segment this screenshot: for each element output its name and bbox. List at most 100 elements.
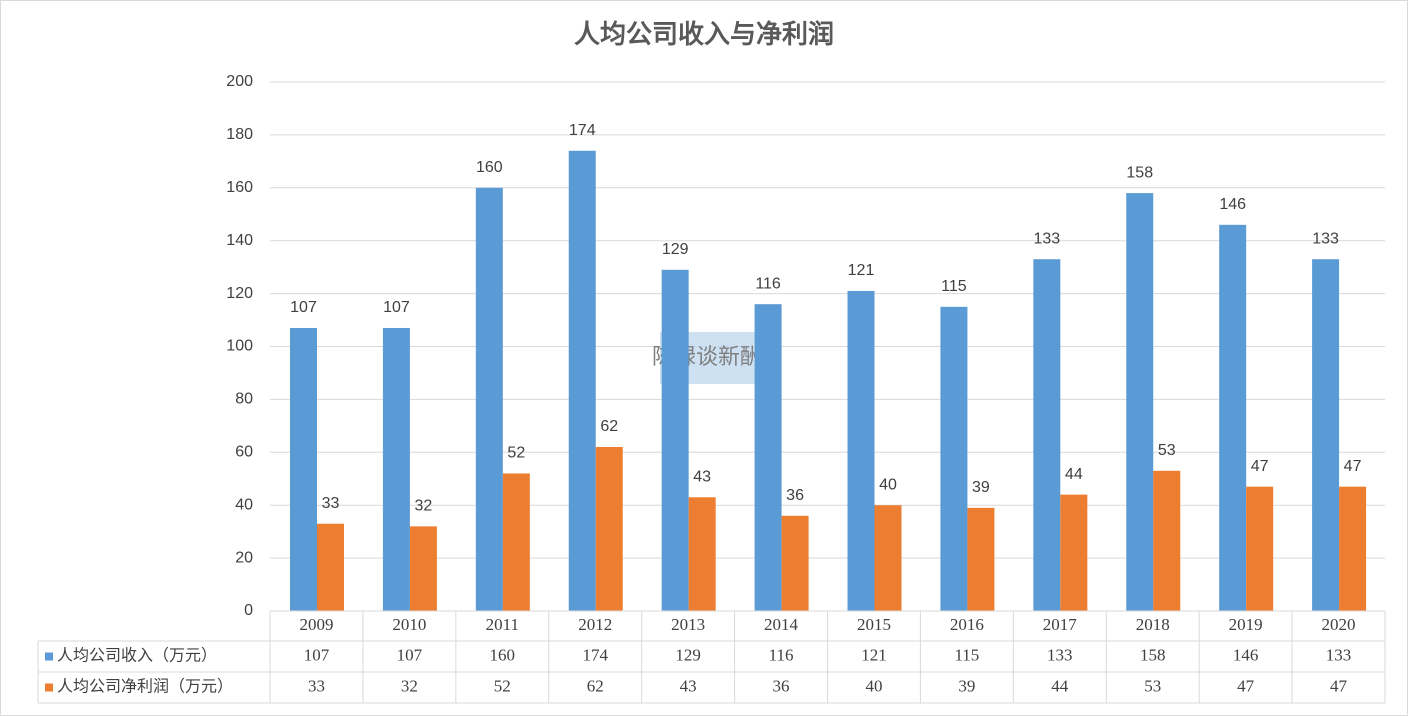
data-label: 116 [755, 275, 781, 292]
x-tick-label: 2015 [857, 615, 891, 634]
legend-key [45, 683, 53, 692]
bar [1339, 486, 1367, 611]
data-label: 62 [600, 418, 618, 435]
y-tick-label: 80 [235, 391, 253, 408]
data-label: 32 [415, 498, 433, 515]
data-label: 133 [1312, 230, 1339, 247]
table-cell: 133 [1326, 645, 1352, 664]
bar [568, 150, 596, 611]
y-tick-label: 160 [226, 179, 253, 196]
data-label: 121 [848, 262, 875, 279]
table-cell: 121 [861, 645, 887, 664]
table-cell: 32 [401, 676, 418, 695]
table-cell: 47 [1330, 676, 1348, 695]
bar [290, 327, 317, 611]
bar [661, 269, 689, 611]
x-tick-label: 2009 [299, 615, 333, 634]
table-cell: 116 [769, 645, 794, 664]
data-label: 52 [507, 445, 525, 462]
x-tick-label: 2012 [578, 615, 612, 634]
y-tick-label: 40 [235, 496, 253, 513]
bar [502, 473, 530, 611]
table-cell: 39 [958, 676, 975, 695]
table-cell: 36 [773, 676, 790, 695]
bar [688, 497, 716, 611]
bar [1153, 470, 1181, 611]
x-tick-label: 2014 [764, 615, 799, 634]
data-label: 158 [1126, 164, 1153, 181]
table-cell: 160 [490, 645, 516, 664]
legend-label: 人均公司收入（万元） [57, 647, 217, 665]
table-cell: 43 [680, 676, 697, 695]
table-cell: 115 [954, 645, 979, 664]
y-tick-label: 60 [235, 444, 253, 461]
data-label: 36 [786, 487, 804, 504]
data-label: 107 [383, 299, 410, 316]
x-tick-label: 2020 [1322, 615, 1356, 634]
x-tick-label: 2019 [1229, 615, 1263, 634]
data-label: 44 [1065, 466, 1083, 483]
x-tick-label: 2018 [1136, 615, 1170, 634]
y-tick-label: 120 [226, 285, 253, 302]
bar [1126, 193, 1154, 611]
bar [874, 505, 902, 611]
y-tick-label: 200 [226, 73, 253, 90]
table-cell: 47 [1237, 676, 1255, 695]
y-tick-label: 100 [226, 338, 253, 355]
data-label: 39 [972, 479, 990, 496]
bar [940, 306, 968, 611]
table-cell: 158 [1140, 645, 1166, 664]
table-cell: 52 [494, 676, 511, 695]
table-cell: 174 [582, 645, 608, 664]
table-cell: 40 [865, 676, 882, 695]
x-tick-label: 2017 [1043, 615, 1078, 634]
chart-title: 人均公司收入与净利润 [574, 19, 834, 49]
y-tick-label: 20 [235, 549, 253, 566]
data-label: 146 [1219, 196, 1246, 213]
table-cell: 62 [587, 676, 604, 695]
data-label: 53 [1158, 442, 1176, 459]
legend-label: 人均公司净利润（万元） [57, 678, 233, 696]
x-tick-label: 2013 [671, 615, 705, 634]
bar [754, 304, 782, 611]
data-label: 33 [322, 495, 340, 512]
bar [1033, 259, 1061, 611]
bar [1219, 224, 1247, 611]
data-label: 43 [693, 468, 711, 485]
table-cell: 129 [675, 645, 701, 664]
data-label: 174 [569, 122, 596, 139]
bar [847, 290, 875, 611]
bar [1246, 486, 1274, 611]
y-tick-label: 140 [226, 232, 253, 249]
bar [475, 187, 503, 612]
y-tick-label: 180 [226, 126, 253, 143]
bar [409, 526, 437, 611]
data-label: 129 [662, 241, 689, 258]
data-label: 115 [941, 278, 967, 295]
table-cell: 53 [1144, 676, 1161, 695]
bar [967, 507, 995, 611]
x-tick-label: 2016 [950, 615, 984, 634]
table-cell: 33 [308, 676, 325, 695]
data-label: 160 [476, 159, 503, 176]
data-label: 107 [290, 299, 317, 316]
bar [1060, 494, 1088, 611]
bar [1312, 259, 1340, 611]
data-label: 133 [1033, 230, 1060, 247]
y-tick-label: 0 [244, 602, 253, 619]
x-tick-label: 2010 [392, 615, 426, 634]
table-cell: 44 [1051, 676, 1069, 695]
legend-key [45, 652, 53, 661]
data-label: 40 [879, 476, 897, 493]
bar [595, 447, 623, 611]
bar [781, 515, 809, 611]
table-cell: 146 [1233, 645, 1259, 664]
bar [317, 523, 344, 611]
x-tick-label: 2011 [486, 615, 519, 634]
table-cell: 107 [304, 645, 330, 664]
bar [382, 327, 410, 611]
data-label: 47 [1251, 458, 1269, 475]
table-cell: 107 [397, 645, 423, 664]
